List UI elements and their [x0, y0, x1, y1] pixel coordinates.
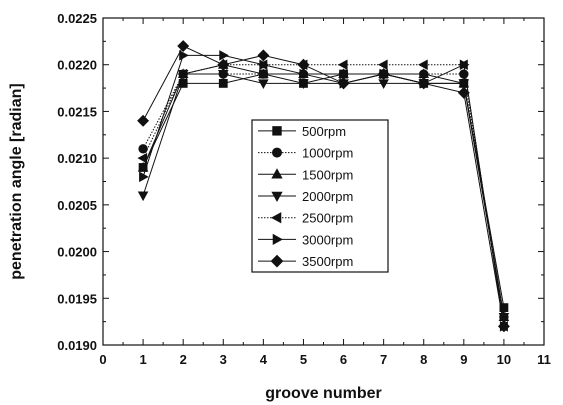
point-2500rpm-2	[177, 68, 188, 80]
x-tick-label-7: 7	[380, 352, 387, 367]
plot-layer: 0 1 2 3 4 5 6 7 8 9 10 11 0.0190 0.0195 0.0200 0.0205 0.…	[57, 11, 551, 367]
legend-marker-500rpm	[272, 126, 282, 136]
legend-label-3500rpm: 3500rpm	[302, 254, 353, 269]
x-tick-label-10: 10	[497, 352, 511, 367]
y-tick-label-5: 0.0215	[57, 104, 97, 119]
point-3000rpm-1	[139, 171, 149, 183]
point-500rpm-3	[218, 79, 228, 88]
legend-marker-2500rpm	[271, 212, 282, 224]
legend-item-2000rpm: 2000rpm	[258, 189, 353, 204]
x-tick-label-2: 2	[180, 352, 187, 367]
legend-item-3500rpm: 3500rpm	[258, 254, 353, 269]
point-2000rpm-1	[137, 191, 149, 202]
legend-label-3000rpm: 3000rpm	[302, 232, 353, 247]
point-3500rpm-10	[497, 320, 510, 333]
series-line-2000rpm	[142, 73, 505, 318]
x-tick-label-9: 9	[460, 352, 467, 367]
point-2500rpm-6	[337, 59, 348, 70]
point-2000rpm-7	[378, 79, 389, 90]
y-tick-label-0: 0.0190	[57, 338, 97, 353]
point-3500rpm-7	[377, 68, 390, 81]
point-2000rpm-5	[298, 79, 309, 90]
legend-marker-3000rpm	[272, 233, 283, 246]
legend-item-1500rpm: 1500rpm	[258, 167, 353, 182]
point-3000rpm-9	[459, 59, 470, 70]
legend-marker-1000rpm	[271, 147, 282, 158]
series-line-2500rpm	[142, 64, 505, 327]
legend-label-2500rpm: 2500rpm	[302, 211, 353, 226]
legend-item-2500rpm: 2500rpm	[258, 211, 353, 226]
legend-item-3000rpm: 3000rpm	[258, 232, 353, 247]
legend-marker-1500rpm	[271, 168, 283, 179]
point-1500rpm-4	[258, 68, 269, 79]
point-3000rpm-5	[299, 68, 310, 80]
series-3500rpm	[137, 40, 510, 333]
point-3500rpm-3	[217, 58, 230, 71]
x-tick-label-1: 1	[139, 352, 146, 367]
legend-item-1000rpm: 1000rpm	[258, 146, 353, 161]
x-tick-label-5: 5	[300, 352, 307, 367]
legend-label-500rpm: 500rpm	[302, 124, 346, 139]
y-tick-label-2: 0.0200	[57, 245, 97, 260]
x-tick-label-6: 6	[340, 352, 347, 367]
legend-marker-3500rpm	[270, 254, 284, 268]
legend: 500rpm 1000rpm 1500rpm 2000rpm 2500rpm 3000rp…	[251, 119, 389, 273]
point-3500rpm-4	[257, 49, 270, 62]
point-3000rpm-3	[219, 50, 229, 61]
point-3500rpm-5	[297, 58, 310, 71]
point-3500rpm-1	[137, 114, 150, 127]
x-tick-label-4: 4	[260, 352, 268, 367]
series-line-3500rpm	[142, 45, 505, 327]
y-tick-label-4: 0.0210	[57, 151, 97, 166]
point-3500rpm-9	[457, 86, 470, 99]
y-tick-label-3: 0.0205	[57, 198, 97, 213]
legend-label-2000rpm: 2000rpm	[302, 189, 353, 204]
point-3000rpm-4	[259, 59, 269, 70]
point-3000rpm-2	[179, 50, 189, 61]
point-2500rpm-1	[137, 152, 148, 164]
legend-marker-2000rpm	[271, 191, 283, 202]
legend-label-1000rpm: 1000rpm	[302, 146, 353, 161]
x-tick-label-11: 11	[537, 352, 551, 367]
y-tick-label-6: 0.0220	[57, 58, 97, 73]
x-tick-label-3: 3	[220, 352, 227, 367]
legend-item-500rpm: 500rpm	[258, 124, 346, 139]
point-3500rpm-2	[177, 40, 190, 52]
y-axis-title: penetration angle [radian]	[8, 83, 25, 279]
point-1000rpm-9	[459, 69, 469, 79]
x-tick-label-8: 8	[420, 352, 427, 367]
point-2000rpm-4	[258, 79, 269, 90]
point-3500rpm-8	[417, 77, 430, 90]
y-tick-label-7: 0.0225	[57, 11, 97, 26]
x-tick-label-0: 0	[99, 352, 106, 367]
point-2500rpm-7	[378, 59, 388, 70]
point-3500rpm-6	[337, 77, 350, 90]
point-2500rpm-8	[418, 59, 428, 70]
x-axis-title: groove number	[265, 385, 381, 402]
y-tick-label-1: 0.0195	[57, 291, 97, 306]
legend-label-1500rpm: 1500rpm	[302, 167, 353, 182]
